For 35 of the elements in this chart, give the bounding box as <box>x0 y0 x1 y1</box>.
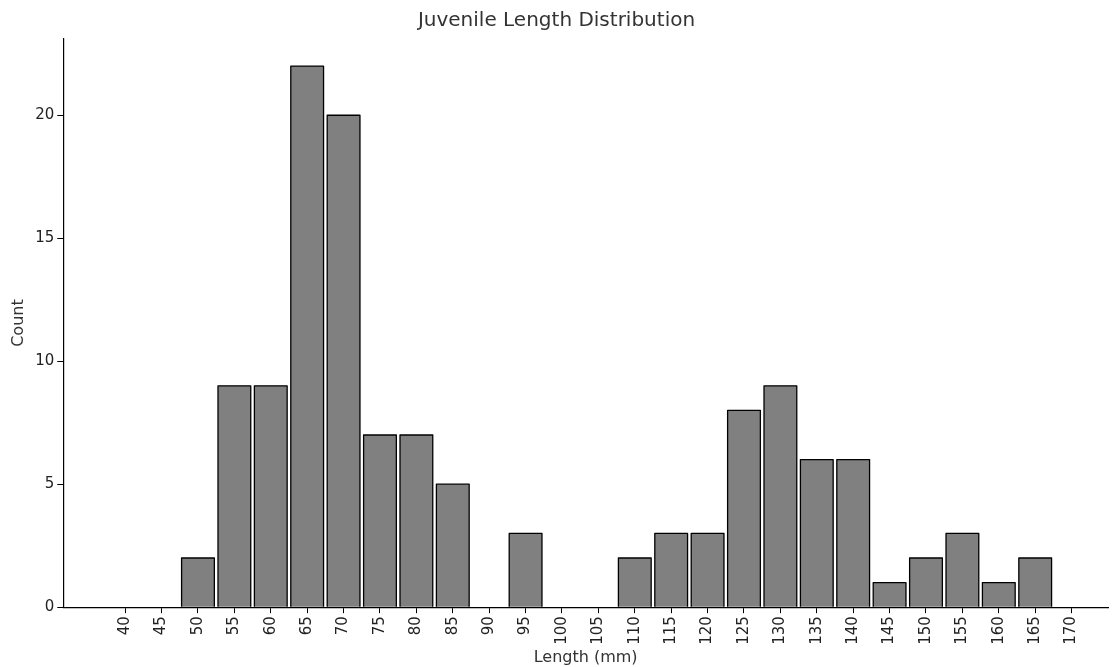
x-tick-label: 120 <box>697 616 716 645</box>
x-tick-label: 125 <box>733 616 752 645</box>
x-tick-label: 140 <box>843 616 862 645</box>
x-tick-label: 155 <box>952 616 971 645</box>
y-tick-label: 10 <box>35 351 55 370</box>
x-tick-label: 50 <box>187 616 206 636</box>
x-tick-label: 95 <box>515 616 534 636</box>
x-axis-title: Length (mm) <box>533 646 638 666</box>
x-tick-label: 110 <box>624 616 643 645</box>
x-tick-label: 75 <box>369 616 388 636</box>
x-tick-label: 60 <box>260 616 279 636</box>
chart-title: Juvenile Length Distribution <box>415 7 696 32</box>
x-tick-label: 80 <box>406 616 425 636</box>
x-tick-label: 160 <box>988 616 1007 645</box>
x-tick-label: 165 <box>1025 616 1044 645</box>
x-tick-label: 115 <box>661 616 680 645</box>
x-tick-label: 130 <box>770 616 789 645</box>
x-tick-label: 100 <box>551 616 570 645</box>
x-tick-label: 105 <box>588 616 607 645</box>
x-tick-label: 145 <box>879 616 898 645</box>
x-tick-label: 150 <box>915 616 934 645</box>
x-tick-label: 55 <box>224 616 243 636</box>
x-tick-label: 70 <box>333 616 352 636</box>
y-tick-label: 5 <box>44 474 55 493</box>
y-tick-label: 0 <box>44 597 55 616</box>
x-tick-label: 40 <box>115 616 134 636</box>
x-tick-label: 45 <box>151 616 170 636</box>
y-tick-label: 15 <box>35 228 55 247</box>
y-axis-title: Count <box>7 299 27 347</box>
y-tick-label: 20 <box>35 105 55 124</box>
x-tick-label: 170 <box>1061 616 1080 645</box>
x-tick-label: 135 <box>806 616 825 645</box>
x-tick-label: 65 <box>297 616 316 636</box>
x-tick-label: 85 <box>442 616 461 636</box>
x-tick-label: 90 <box>479 616 498 636</box>
